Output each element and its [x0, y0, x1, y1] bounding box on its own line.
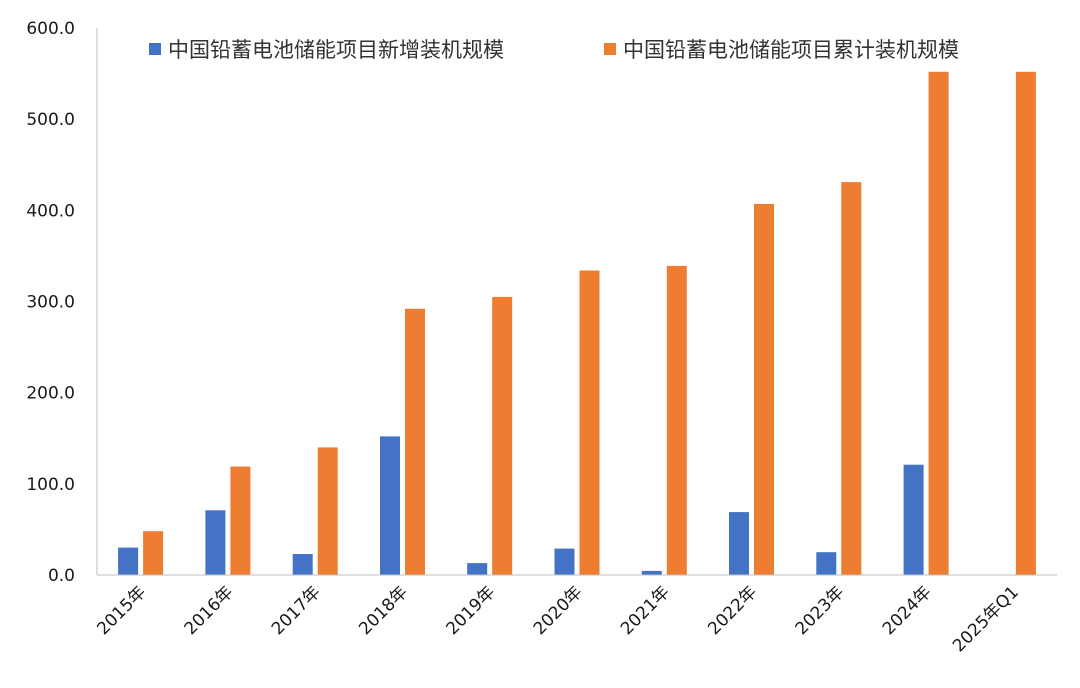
y-tick-label: 600.0 — [26, 19, 75, 39]
bar-cumulative-capacity — [317, 447, 338, 575]
bar-cumulative-capacity — [1015, 71, 1036, 576]
bar-cumulative-capacity — [579, 270, 600, 575]
y-tick-label: 100.0 — [26, 475, 75, 495]
legend-label-new: 中国铅蓄电池储能项目新增装机规模 — [168, 38, 504, 62]
bar-new-capacity — [380, 436, 400, 575]
legend-swatch-cumulative — [604, 43, 616, 55]
x-tick-label: 2020年 — [530, 582, 587, 639]
bar-cumulative-capacity — [841, 182, 862, 575]
bars-layer — [118, 71, 1036, 576]
bar-cumulative-capacity — [143, 531, 164, 575]
bar-new-capacity — [205, 510, 226, 575]
bar-cumulative-capacity — [666, 265, 687, 575]
x-tick-label: 2022年 — [704, 582, 761, 639]
bar-new-capacity — [816, 552, 837, 575]
bar-cumulative-capacity — [492, 296, 513, 575]
x-tick-label: 2021年 — [617, 582, 674, 639]
bar-cumulative-capacity — [230, 466, 251, 575]
bar-cumulative-capacity — [928, 71, 949, 576]
x-tick-label: 2017年 — [268, 582, 325, 639]
x-tick-label: 2019年 — [443, 582, 500, 639]
x-tick-label: 2025年Q1 — [949, 582, 1023, 656]
bar-new-capacity — [641, 570, 662, 575]
x-tick-label: 2016年 — [181, 582, 238, 639]
bar-cumulative-capacity — [754, 204, 774, 575]
y-tick-label: 0.0 — [48, 566, 75, 586]
legend-label-cumulative: 中国铅蓄电池储能项目累计装机规模 — [623, 38, 959, 62]
y-tick-label: 300.0 — [26, 293, 75, 313]
bar-new-capacity — [118, 547, 139, 575]
y-tick-label: 400.0 — [26, 201, 75, 221]
x-tick-label: 2015年 — [93, 582, 150, 639]
y-axis: 0.0 100.0 200.0 300.0 400.0 500.0 600.0 — [26, 19, 98, 586]
bar-new-capacity — [467, 563, 488, 575]
bar-new-capacity — [903, 464, 924, 575]
legend: 中国铅蓄电池储能项目新增装机规模 中国铅蓄电池储能项目累计装机规模 — [149, 38, 959, 62]
bar-cumulative-capacity — [405, 308, 425, 575]
bar-new-capacity — [554, 548, 575, 575]
legend-swatch-new — [149, 43, 161, 55]
x-axis: 2015年 2016年 2017年 2018年 2019年 2020年 2021年 2022年… — [93, 574, 1057, 656]
y-tick-label: 200.0 — [26, 384, 75, 404]
y-tick-label: 500.0 — [26, 110, 75, 130]
x-tick-label: 2023年 — [792, 582, 849, 639]
bar-new-capacity — [292, 554, 313, 575]
x-tick-label: 2018年 — [355, 582, 412, 639]
bar-new-capacity — [729, 512, 749, 575]
x-tick-label: 2024年 — [879, 582, 936, 639]
